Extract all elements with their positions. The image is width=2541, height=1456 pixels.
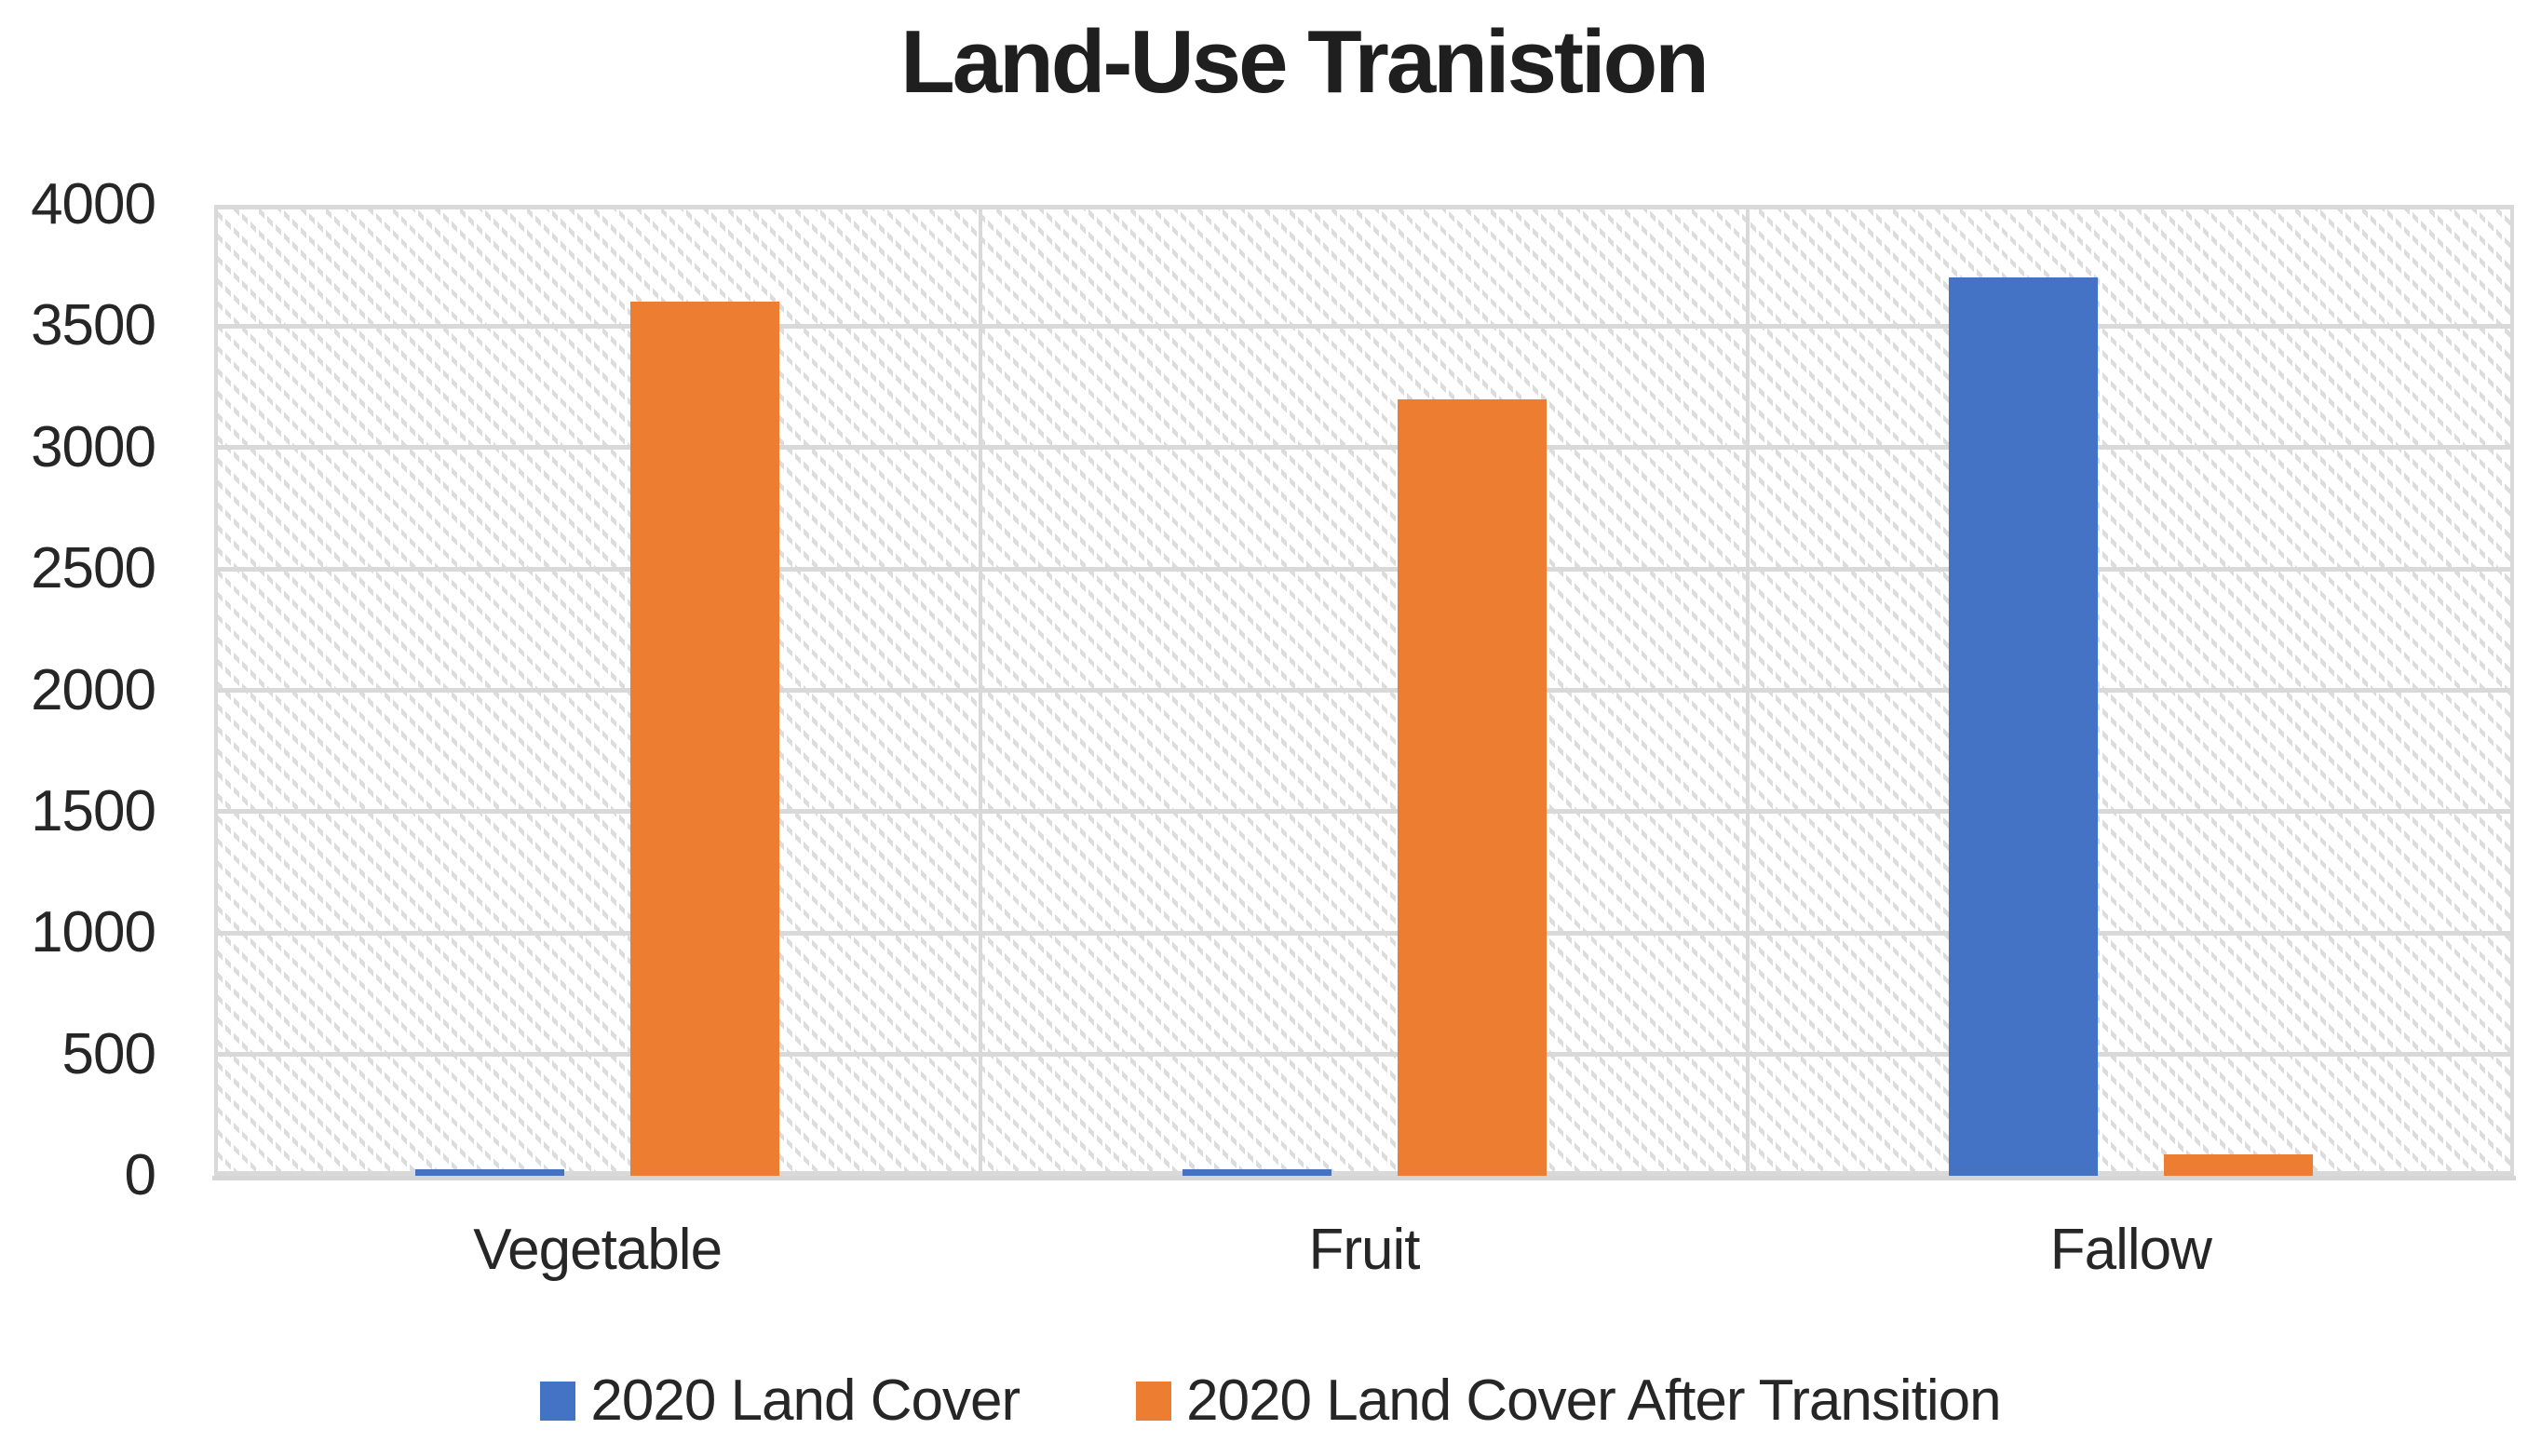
gridline-h-1500: [214, 809, 2514, 815]
category-label-fruit: Fruit: [1308, 1218, 1421, 1282]
legend-swatch-icon: [1136, 1382, 1172, 1421]
y-axis-tick-label-500: 500: [61, 1021, 156, 1086]
x-axis-line: [212, 1176, 2516, 1180]
gridline-h-2500: [214, 566, 2514, 572]
y-axis-tick-label-3500: 3500: [31, 293, 156, 358]
legend: 2020 Land Cover 2020 Land Cover After Tra…: [0, 1370, 2541, 1432]
bar-fruit-series-2: [1397, 398, 1547, 1176]
category-label-vegetable: Vegetable: [473, 1218, 723, 1282]
plot-right-border: [2510, 205, 2514, 1176]
category-separator: [1745, 205, 1750, 1176]
gridline-h-4000: [214, 205, 2514, 209]
legend-item-2: 2020 Land Cover After Transition: [1136, 1368, 2002, 1433]
legend-item-1: 2020 Land Cover: [540, 1370, 1020, 1432]
y-axis-tick-label-2500: 2500: [31, 536, 156, 601]
gridline-h-2000: [214, 688, 2514, 693]
y-axis-tick-label-4000: 4000: [31, 172, 156, 236]
chart-title: Land-Use Tranistion: [900, 12, 1710, 112]
y-axis-tick-label-1500: 1500: [31, 778, 156, 843]
category-label-fallow: Fallow: [2049, 1218, 2212, 1282]
legend-swatch-icon: [540, 1382, 576, 1421]
bar-fruit-series-1: [1182, 1169, 1331, 1176]
y-axis-tick-label-2000: 2000: [31, 657, 156, 722]
plot-left-border: [214, 205, 218, 1176]
legend-label: 2020 Land Cover After Transition: [1186, 1368, 2001, 1433]
plot-area: [214, 205, 2514, 1176]
category-separator: [979, 205, 983, 1176]
legend-label: 2020 Land Cover: [590, 1368, 1020, 1433]
gridline-h-3500: [214, 323, 2514, 329]
gridline-h-0: [214, 1171, 2514, 1176]
gridline-h-500: [214, 1052, 2514, 1058]
bar-fallow-series-1: [1948, 277, 2098, 1176]
bar-fallow-series-2: [2163, 1153, 2313, 1176]
y-axis-tick-label-1000: 1000: [31, 900, 156, 965]
bar-vegetable-series-1: [415, 1169, 565, 1176]
y-axis-tick-label-0: 0: [124, 1143, 156, 1207]
y-axis-tick-label-3000: 3000: [31, 414, 156, 479]
bar-vegetable-series-2: [630, 302, 780, 1176]
gridline-h-1000: [214, 930, 2514, 936]
gridline-h-3000: [214, 445, 2514, 451]
